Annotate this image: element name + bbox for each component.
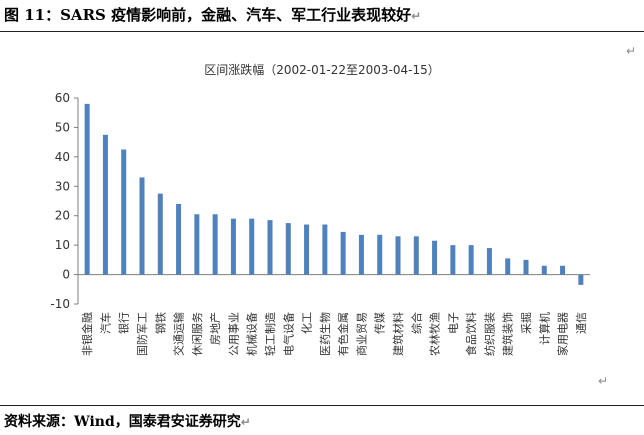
bar (377, 234, 383, 275)
bar (340, 231, 346, 275)
bar (523, 259, 529, 275)
figure-title: 图 11：SARS 疫情影响前，金融、汽车、军工行业表现较好↵ (4, 4, 421, 25)
y-tick-label: 50 (55, 120, 70, 134)
bar (212, 214, 218, 275)
bar (102, 134, 108, 275)
y-tick-label: 60 (55, 91, 70, 105)
x-category-label: 农林牧渔 (428, 312, 442, 356)
bar (505, 258, 511, 275)
x-category-label: 化工 (300, 312, 314, 334)
x-category-label: 有色金属 (336, 312, 350, 356)
x-category-label: 汽车 (98, 312, 112, 334)
x-category-label: 公用事业 (227, 312, 240, 356)
x-category-label: 非银金融 (80, 312, 94, 356)
x-category-label: 商业贸易 (354, 312, 368, 356)
bar (249, 218, 255, 275)
bottom-rule (0, 405, 644, 406)
bar (176, 203, 182, 275)
return-mark-icon: ↵ (240, 415, 251, 429)
x-category-label: 食品饮料 (464, 312, 478, 356)
bar (322, 224, 328, 275)
x-category-label: 医药生物 (318, 312, 332, 356)
chart-title: 区间涨跌幅（2002-01-22至2003-04-15） (204, 62, 439, 77)
x-category-label: 钢铁 (154, 312, 167, 334)
x-category-label: 传媒 (374, 312, 387, 334)
bar (413, 236, 419, 275)
return-mark-icon: ↵ (411, 9, 422, 23)
x-category-label: 建筑材料 (391, 312, 405, 356)
bar (84, 103, 90, 275)
bar (541, 265, 547, 275)
y-tick-label: 40 (55, 150, 70, 164)
x-category-label: 采掘 (519, 312, 533, 334)
bar (560, 265, 566, 275)
category-labels: 非银金融 汽车 银行 国防军工 钢铁 交通运输 休闲服务 房地产 公用事业 机械设备 轻工制造 电气设… (80, 312, 588, 356)
return-mark-icon: ↵ (626, 44, 637, 58)
y-tick-label: -10 (50, 297, 70, 311)
x-category-label: 通信 (575, 312, 588, 334)
bar (358, 234, 364, 275)
y-tick-label: 0 (62, 268, 70, 282)
source-text: 资料来源：Wind，国泰君安证券研究 (4, 414, 241, 430)
bar (395, 236, 401, 275)
top-rule (0, 31, 644, 32)
x-category-label: 房地产 (208, 312, 222, 345)
x-category-label: 计算机 (537, 312, 551, 345)
bar (267, 220, 273, 275)
y-tick-label: 30 (55, 179, 70, 193)
bar-series (84, 103, 584, 285)
bar (578, 274, 584, 285)
x-category-label: 家用电器 (556, 312, 570, 356)
y-tick-label: 10 (55, 238, 70, 252)
x-category-label: 电气设备 (281, 312, 295, 356)
bar (157, 193, 163, 275)
bar (432, 240, 438, 275)
bar (285, 223, 291, 275)
x-category-label: 电子 (447, 312, 460, 334)
bar (121, 149, 127, 275)
bar (450, 245, 456, 275)
bar (230, 218, 236, 275)
x-category-label: 轻工制造 (263, 312, 277, 356)
x-category-label: 休闲服务 (190, 312, 204, 356)
bar (304, 224, 310, 275)
x-category-label: 国防军工 (135, 312, 149, 356)
bar (468, 245, 474, 275)
return-mark-icon: ↵ (598, 374, 609, 388)
x-category-label: 综合 (409, 312, 423, 334)
bar (486, 248, 492, 275)
bar (139, 177, 145, 275)
source-note: 资料来源：Wind，国泰君安证券研究↵ (4, 411, 251, 431)
x-category-label: 交通运输 (172, 312, 186, 356)
x-category-label: 机械设备 (245, 312, 259, 356)
x-category-label: 建筑装饰 (501, 312, 515, 356)
figure-title-text: 图 11：SARS 疫情影响前，金融、汽车、军工行业表现较好 (4, 6, 412, 24)
chart-axes: -10 0 10 20 30 40 50 60 (50, 91, 590, 311)
bar-chart: 区间涨跌幅（2002-01-22至2003-04-15） -10 0 10 20 30 4… (50, 62, 590, 356)
x-category-label: 银行 (117, 312, 131, 334)
bar (194, 214, 200, 275)
x-category-label: 纺织服装 (482, 312, 496, 356)
y-tick-label: 20 (55, 209, 70, 223)
